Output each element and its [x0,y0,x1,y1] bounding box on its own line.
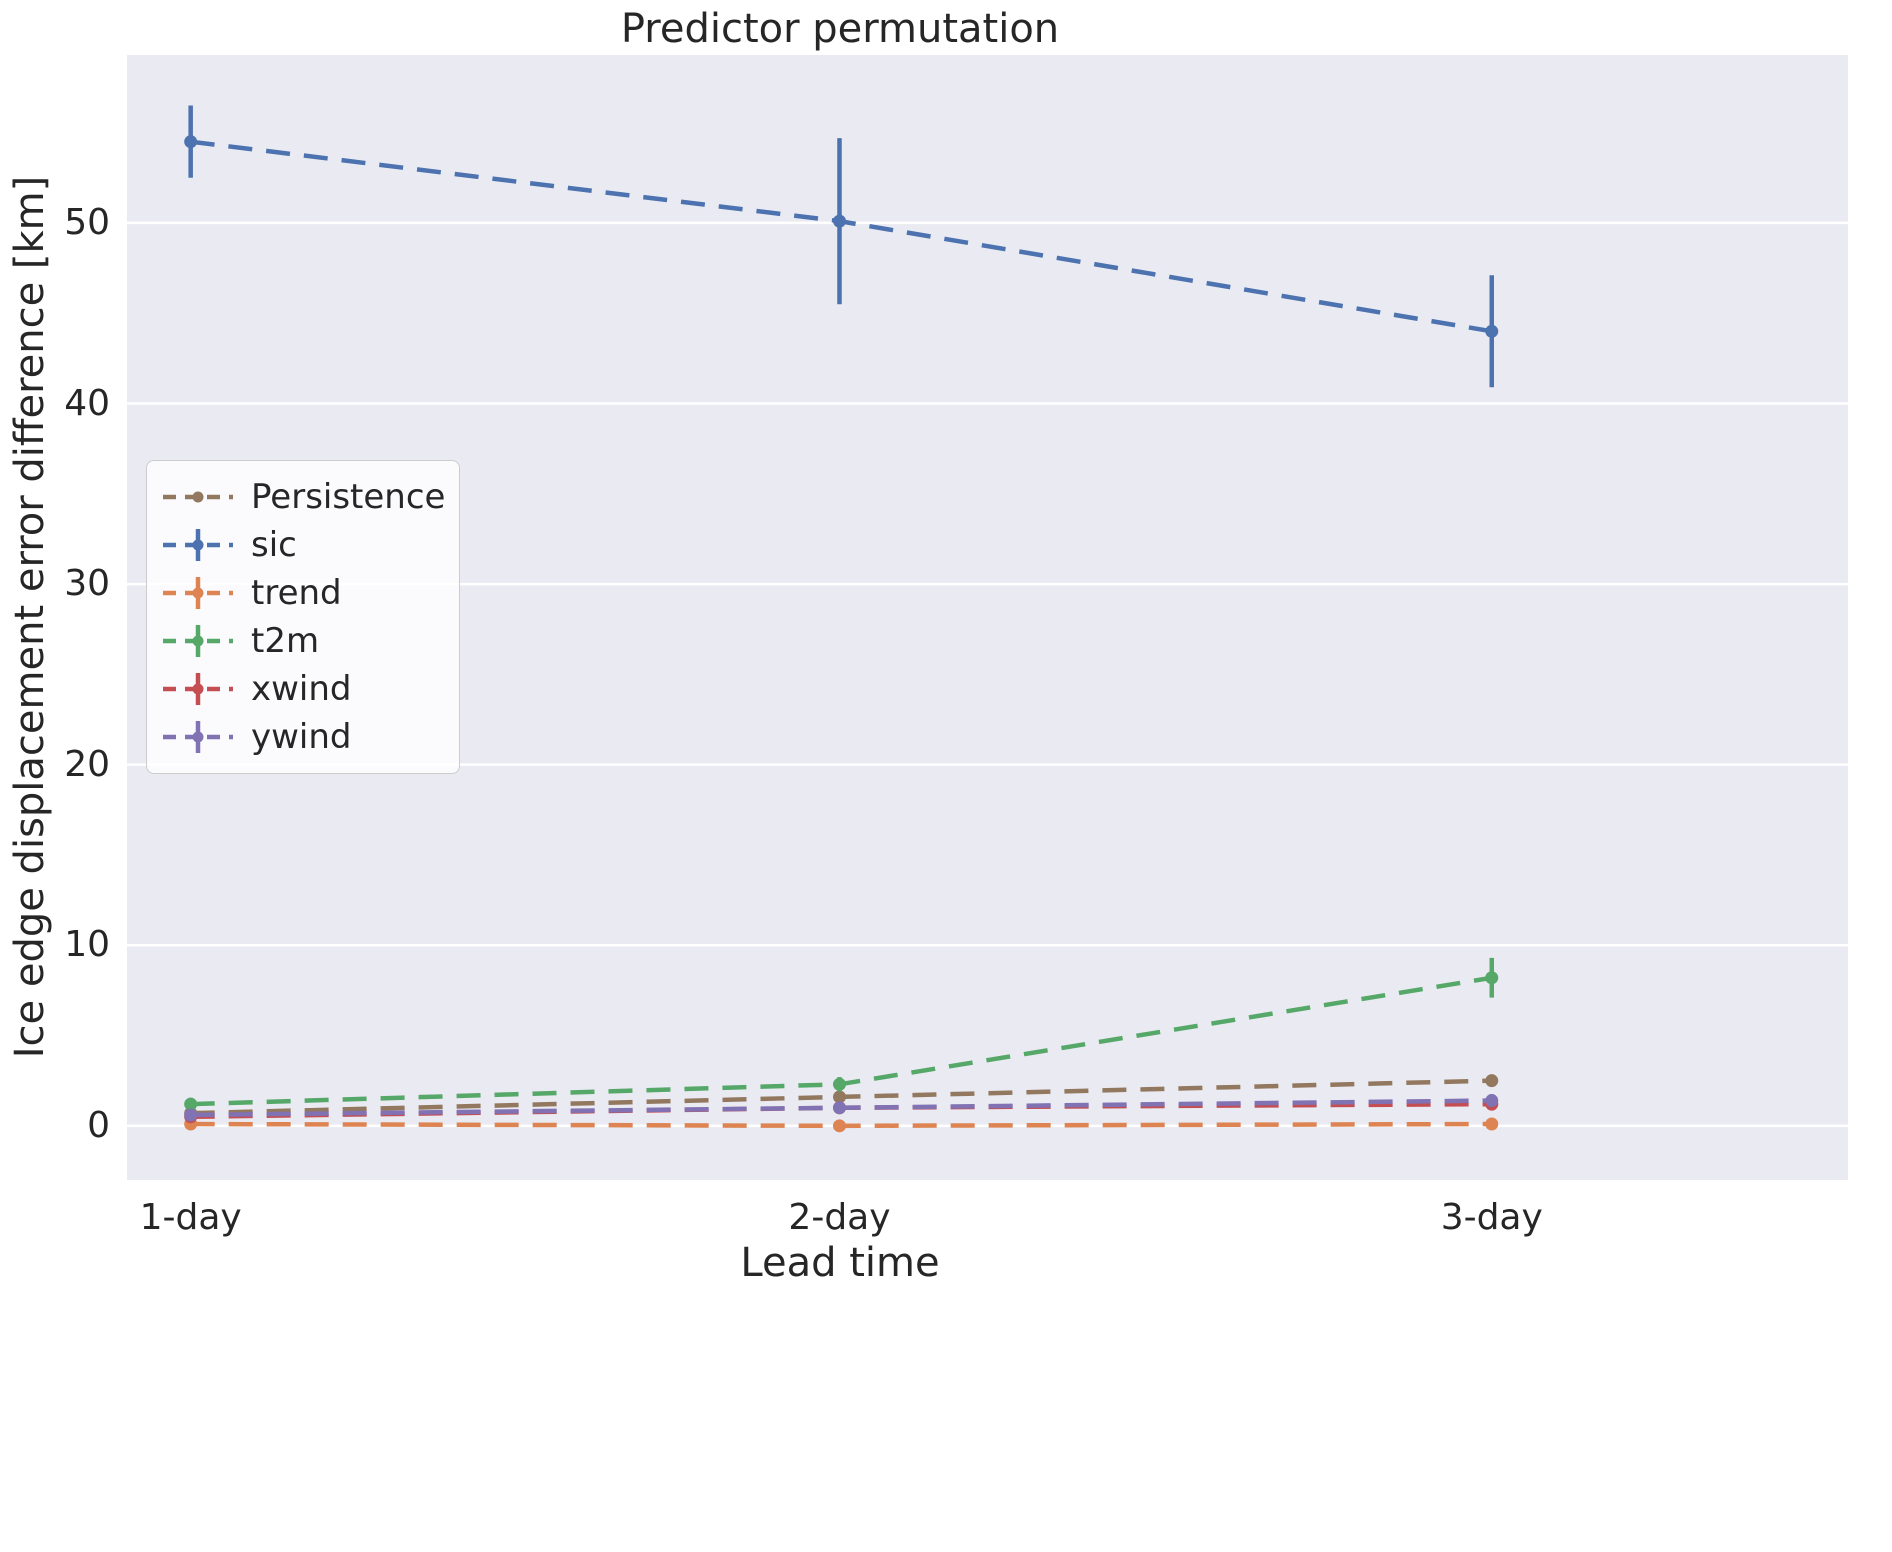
legend-marker [192,731,204,743]
legend: Persistence sic trend t2m xwind ywind [146,460,460,774]
x-axis-label: Lead time [740,1240,940,1286]
legend-marker [192,635,204,647]
legend-swatch-ywind [163,721,233,753]
x-tick-label: 3-day [1440,1197,1543,1238]
legend-label: t2m [251,621,320,661]
legend-item-Persistence: Persistence [161,473,451,521]
data-point-trend [1485,1117,1499,1131]
data-point-ywind [184,1108,198,1122]
y-tick-label: 20 [64,743,110,785]
legend-marker [192,491,204,503]
legend-label: xwind [251,669,352,709]
data-point-ywind [1485,1094,1499,1108]
legend-label: sic [251,525,297,565]
y-tick-label: 40 [64,382,110,424]
x-tick-label: 2-day [788,1197,891,1238]
legend-swatch-trend [163,577,233,609]
data-point-Persistence [1485,1074,1499,1088]
legend-swatch-xwind [163,673,233,705]
data-point-ywind [832,1101,846,1115]
legend-label: trend [251,573,342,613]
data-point-t2m [1485,971,1499,985]
legend-swatch-Persistence [163,491,233,503]
data-point-sic [1485,324,1499,338]
data-point-sic [832,214,846,228]
legend-marker [192,683,204,695]
legend-label: ywind [251,717,352,757]
data-point-Persistence [832,1090,846,1104]
y-tick-label: 0 [87,1104,110,1146]
data-point-t2m [184,1097,198,1111]
legend-swatch-t2m [163,625,233,657]
y-tick-label: 10 [64,924,110,966]
legend-marker [192,539,204,551]
y-tick-label: 50 [64,201,110,243]
legend-item-t2m: t2m [161,617,451,665]
x-tick-label: 1-day [139,1197,242,1238]
legend-label: Persistence [251,477,446,517]
legend-swatch-sic [163,529,233,561]
data-point-t2m [832,1077,846,1091]
legend-marker [192,587,204,599]
legend-item-xwind: xwind [161,665,451,713]
data-point-trend [832,1119,846,1133]
data-point-sic [184,135,198,149]
legend-item-sic: sic [161,521,451,569]
y-tick-label: 30 [64,563,110,605]
legend-item-ywind: ywind [161,713,451,761]
chart-title: Predictor permutation [620,6,1060,52]
legend-item-trend: trend [161,569,451,617]
